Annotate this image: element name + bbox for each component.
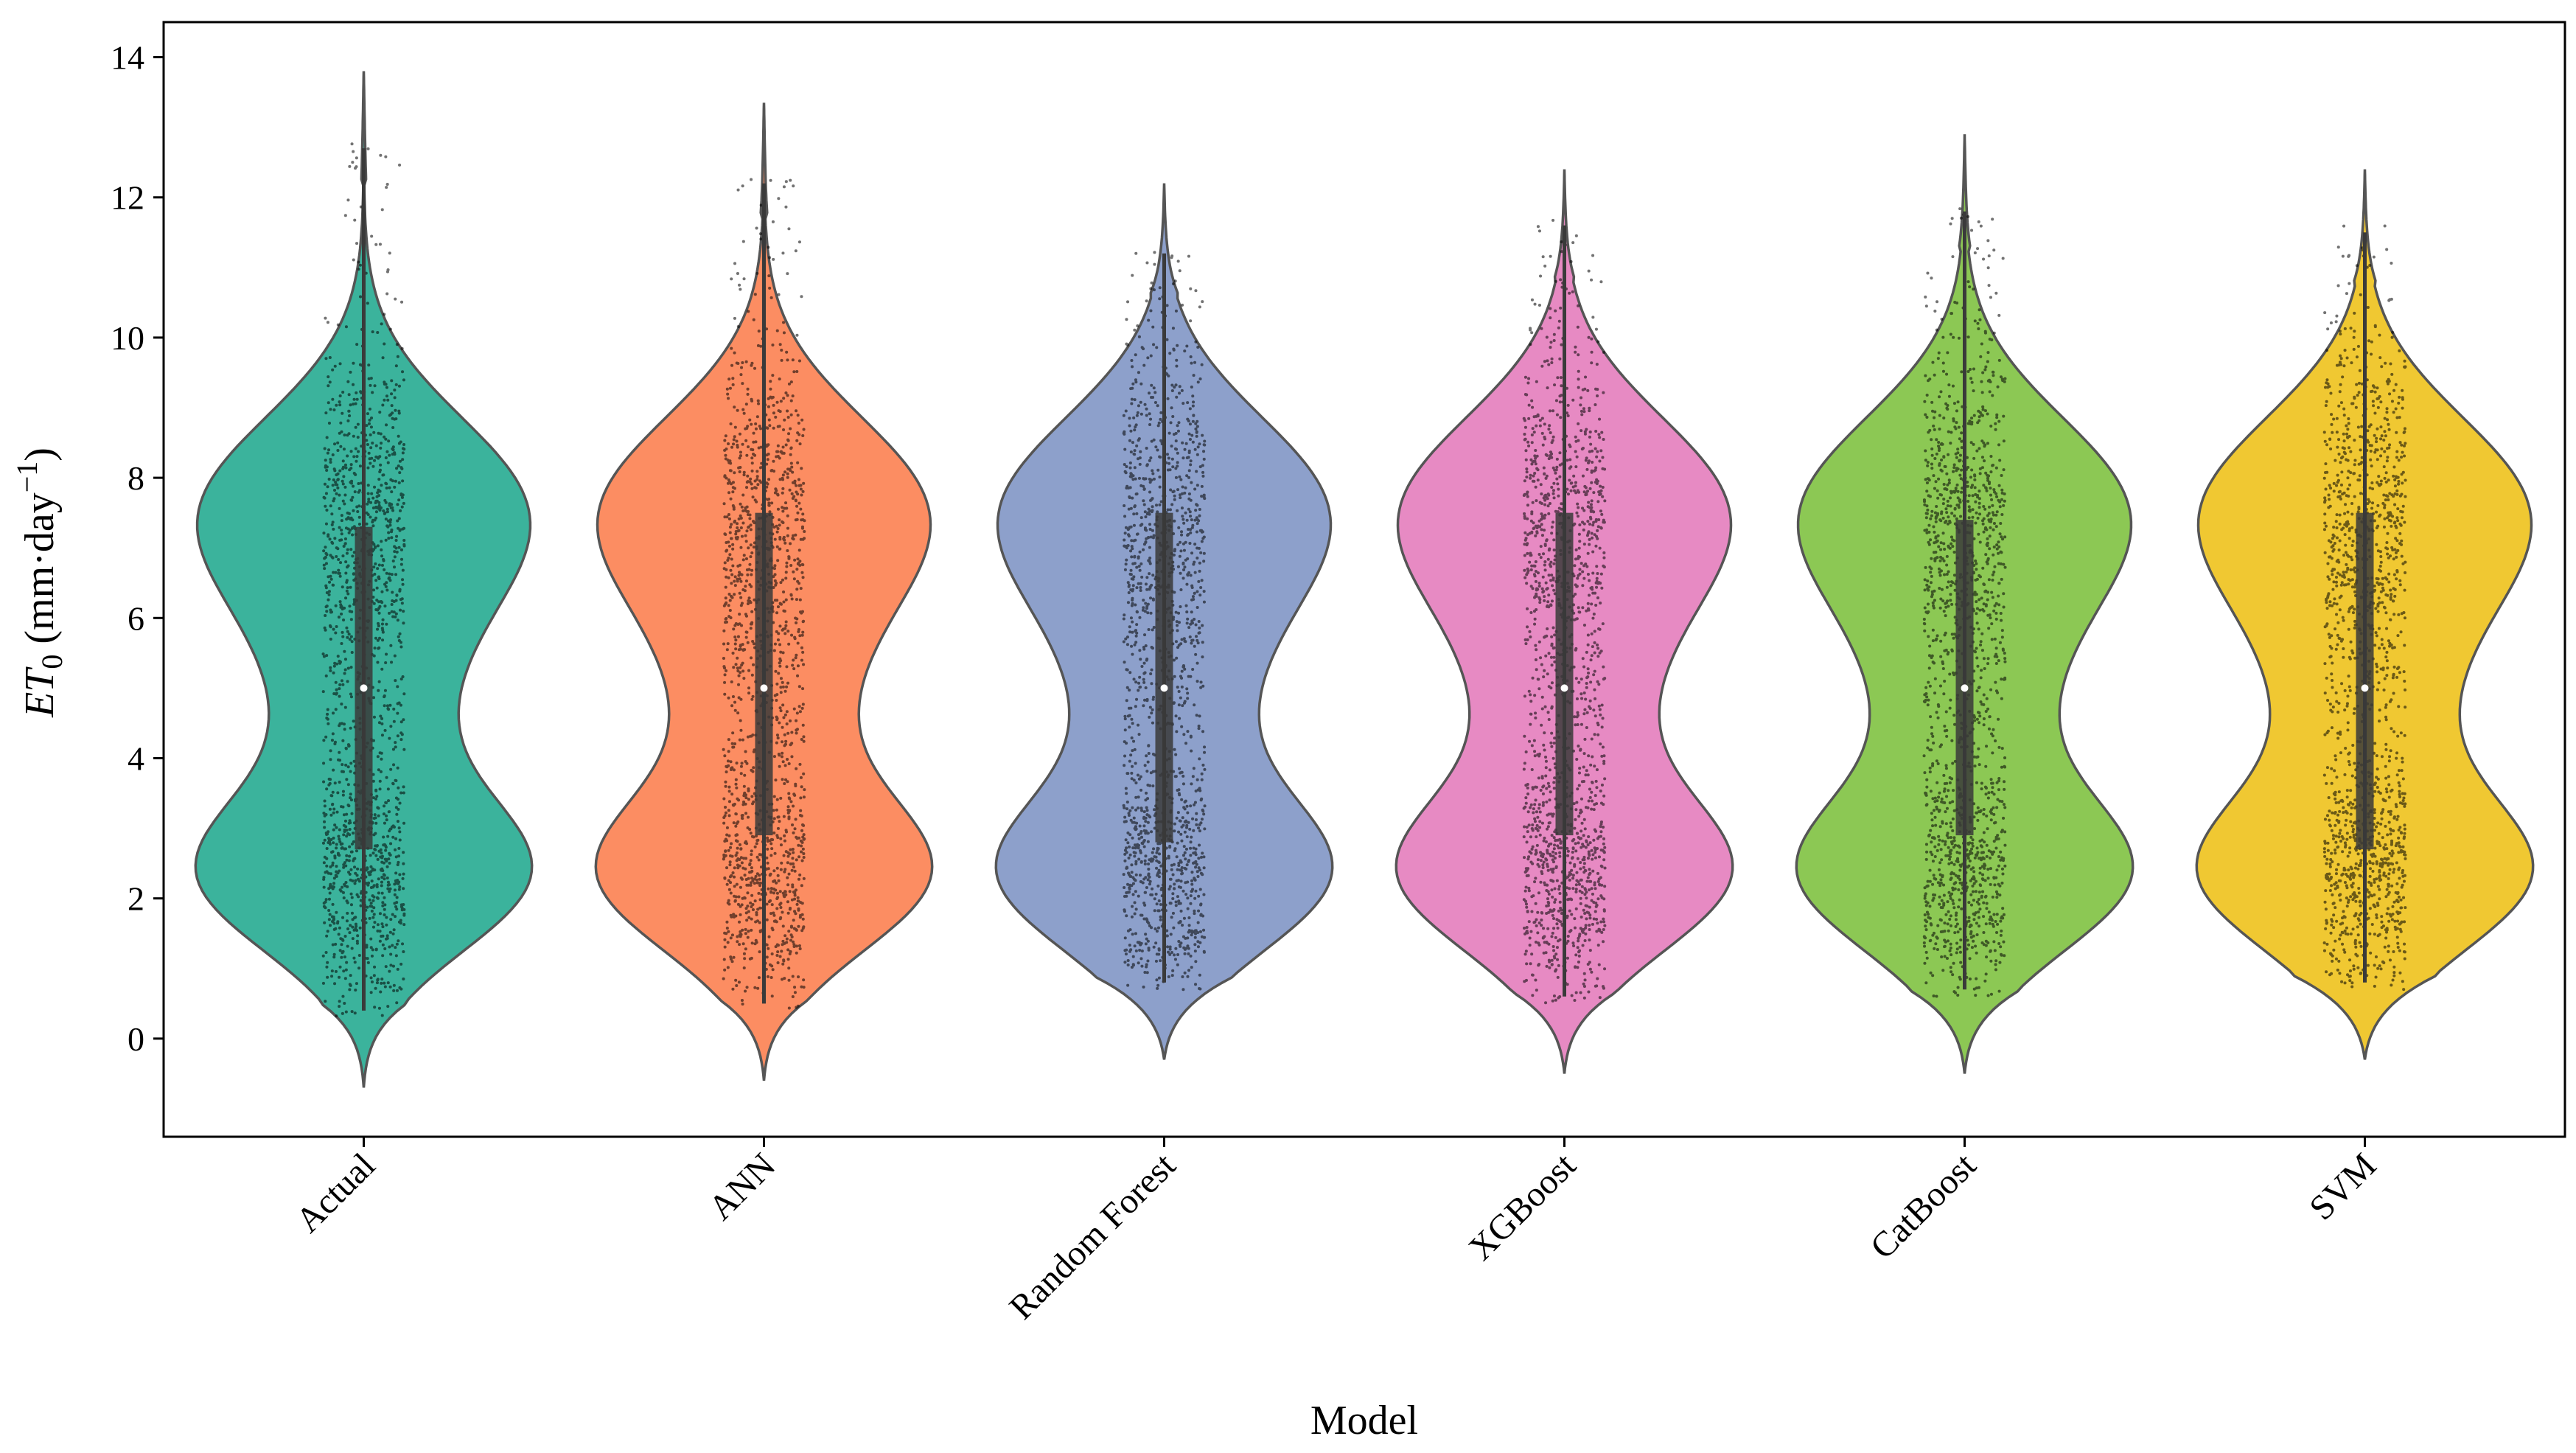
violin-actual (194, 71, 534, 1088)
y-label-close: ) (17, 447, 63, 461)
x-tick-label: Actual (288, 1146, 383, 1240)
x-tick-label: ANN (701, 1146, 783, 1227)
x-axis-label: Model (1310, 1398, 1418, 1443)
violin-ann (594, 102, 934, 1081)
y-axis-label: ET0 (mm·day−1) (10, 447, 69, 718)
y-label-sub: 0 (35, 655, 69, 669)
violin-xgboost (1395, 169, 1734, 1074)
median-marker (1961, 684, 1969, 692)
median-marker (1160, 684, 1168, 692)
y-label-sup: −1 (10, 461, 43, 493)
median-marker (2361, 684, 2369, 692)
median-marker (360, 684, 368, 692)
y-tick-label: 8 (128, 459, 144, 497)
median-marker (1560, 684, 1568, 692)
y-tick-label: 12 (111, 179, 144, 217)
y-label-main: ET (17, 666, 63, 718)
iqr-box (755, 512, 773, 836)
violin-catboost (1795, 134, 2135, 1074)
iqr-box (1955, 520, 1974, 836)
y-tick-label: 14 (111, 39, 144, 77)
violin-random-forest (994, 183, 1334, 1060)
median-marker (760, 684, 768, 692)
iqr-box (1555, 512, 1574, 836)
x-axis: Actual ANN Random Forest XGBoost CatBoost SVM (288, 1137, 2384, 1327)
plot-frame (162, 21, 2566, 1138)
violin-svm (2195, 169, 2535, 1060)
y-tick-label: 10 (111, 319, 144, 357)
y-axis: 0 2 4 6 8 10 12 14 (111, 39, 164, 1058)
x-tick-label: SVM (2302, 1146, 2384, 1227)
iqr-box (1155, 512, 1173, 843)
iqr-box (2356, 512, 2374, 850)
y-tick-label: 2 (128, 880, 144, 918)
y-label-unit: (mm·day (17, 492, 63, 644)
y-tick-label: 6 (128, 599, 144, 637)
violins-layer (194, 71, 2535, 1088)
y-tick-label: 4 (128, 739, 144, 777)
x-tick-label: Random Forest (1002, 1146, 1183, 1327)
y-tick-label: 0 (128, 1020, 144, 1058)
x-tick-label: XGBoost (1462, 1146, 1584, 1268)
x-tick-label: CatBoost (1863, 1146, 1983, 1266)
